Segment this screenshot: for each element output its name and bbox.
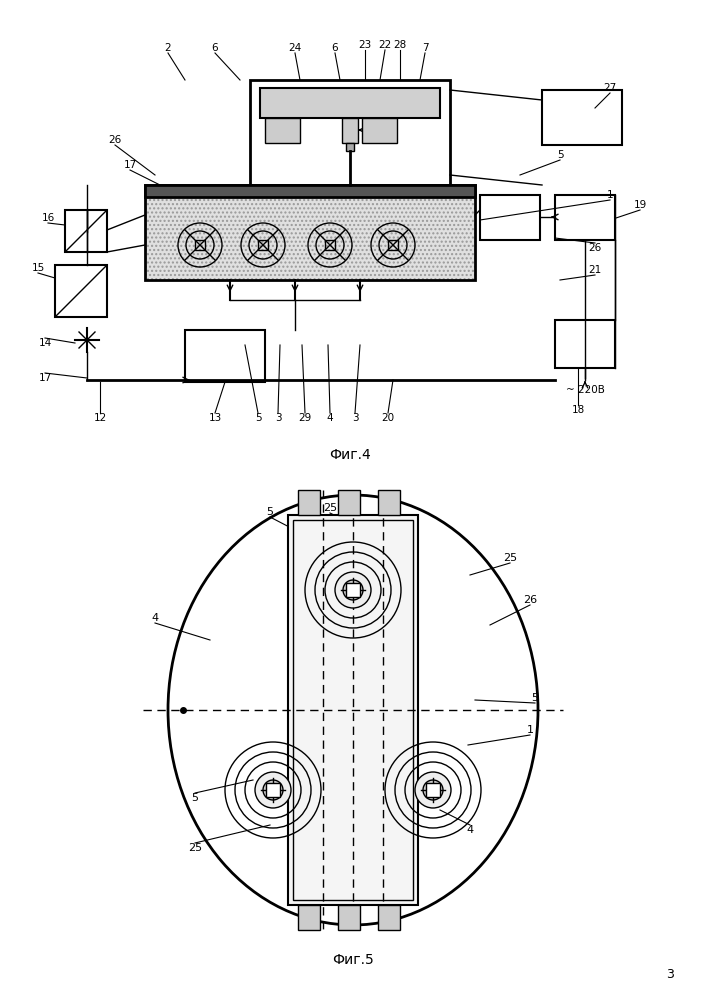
Bar xyxy=(265,118,300,143)
Bar xyxy=(266,783,280,797)
Bar xyxy=(145,185,475,197)
Circle shape xyxy=(423,780,443,800)
Circle shape xyxy=(415,772,451,808)
Circle shape xyxy=(335,572,371,608)
Text: 5: 5 xyxy=(192,793,199,803)
Text: 23: 23 xyxy=(358,40,372,50)
Text: 26: 26 xyxy=(523,595,537,605)
Bar xyxy=(555,320,615,368)
Bar xyxy=(388,240,398,250)
Bar xyxy=(195,240,205,250)
Text: 5: 5 xyxy=(255,413,262,423)
Text: 19: 19 xyxy=(633,200,647,210)
Bar xyxy=(298,905,320,930)
Text: 7: 7 xyxy=(421,43,428,53)
Bar xyxy=(362,118,397,143)
Bar xyxy=(378,490,400,515)
Bar xyxy=(426,783,440,797)
Circle shape xyxy=(343,580,363,600)
Bar xyxy=(250,80,450,185)
Text: 16: 16 xyxy=(42,213,54,223)
Bar xyxy=(293,520,413,900)
Text: 3: 3 xyxy=(666,968,674,982)
Text: 1: 1 xyxy=(607,190,613,200)
Text: Фиг.5: Фиг.5 xyxy=(332,953,374,967)
Text: 4: 4 xyxy=(327,413,333,423)
Text: 13: 13 xyxy=(209,413,221,423)
Bar xyxy=(145,185,475,280)
Bar xyxy=(260,88,440,118)
Text: 25: 25 xyxy=(188,843,202,853)
Text: 26: 26 xyxy=(588,243,602,253)
Text: 3: 3 xyxy=(275,413,281,423)
Bar xyxy=(346,583,360,597)
Bar xyxy=(342,118,358,143)
Text: Фиг.4: Фиг.4 xyxy=(329,448,371,462)
Text: 24: 24 xyxy=(288,43,302,53)
Bar xyxy=(338,490,360,515)
Bar xyxy=(480,195,540,240)
Text: 5: 5 xyxy=(267,507,274,517)
Bar xyxy=(298,490,320,515)
Text: 21: 21 xyxy=(588,265,602,275)
Text: 20: 20 xyxy=(382,413,395,423)
Bar xyxy=(145,185,475,280)
Bar xyxy=(185,330,265,382)
Text: 25: 25 xyxy=(373,857,387,867)
Text: 6: 6 xyxy=(211,43,218,53)
Bar xyxy=(325,240,335,250)
Text: 17: 17 xyxy=(124,160,136,170)
Text: 1: 1 xyxy=(527,725,534,735)
Bar xyxy=(65,210,107,252)
Text: 3: 3 xyxy=(351,413,358,423)
Text: 5: 5 xyxy=(532,693,539,703)
Bar xyxy=(378,905,400,930)
Bar xyxy=(145,185,475,197)
Bar xyxy=(338,905,360,930)
Text: 28: 28 xyxy=(393,40,407,50)
Text: 15: 15 xyxy=(31,263,45,273)
Text: 29: 29 xyxy=(298,413,312,423)
Text: 18: 18 xyxy=(571,405,585,415)
Bar xyxy=(55,265,107,317)
Circle shape xyxy=(263,780,283,800)
Text: 26: 26 xyxy=(108,135,122,145)
Text: 2: 2 xyxy=(165,43,171,53)
Text: 4: 4 xyxy=(467,825,474,835)
Text: 25: 25 xyxy=(503,553,517,563)
Text: 22: 22 xyxy=(378,40,392,50)
Text: 17: 17 xyxy=(38,373,52,383)
Bar xyxy=(555,195,615,240)
Text: 4: 4 xyxy=(387,505,394,515)
Circle shape xyxy=(255,772,291,808)
Text: 6: 6 xyxy=(332,43,339,53)
Bar xyxy=(346,143,354,151)
Text: 14: 14 xyxy=(38,338,52,348)
Bar xyxy=(288,515,418,905)
Text: 5: 5 xyxy=(556,150,563,160)
Bar xyxy=(542,90,622,145)
Text: ~ 220В: ~ 220В xyxy=(566,385,604,395)
Text: 27: 27 xyxy=(603,83,617,93)
Text: 25: 25 xyxy=(323,503,337,513)
Bar xyxy=(145,185,475,280)
Text: 4: 4 xyxy=(151,613,158,623)
Text: 12: 12 xyxy=(93,413,107,423)
Bar xyxy=(258,240,268,250)
